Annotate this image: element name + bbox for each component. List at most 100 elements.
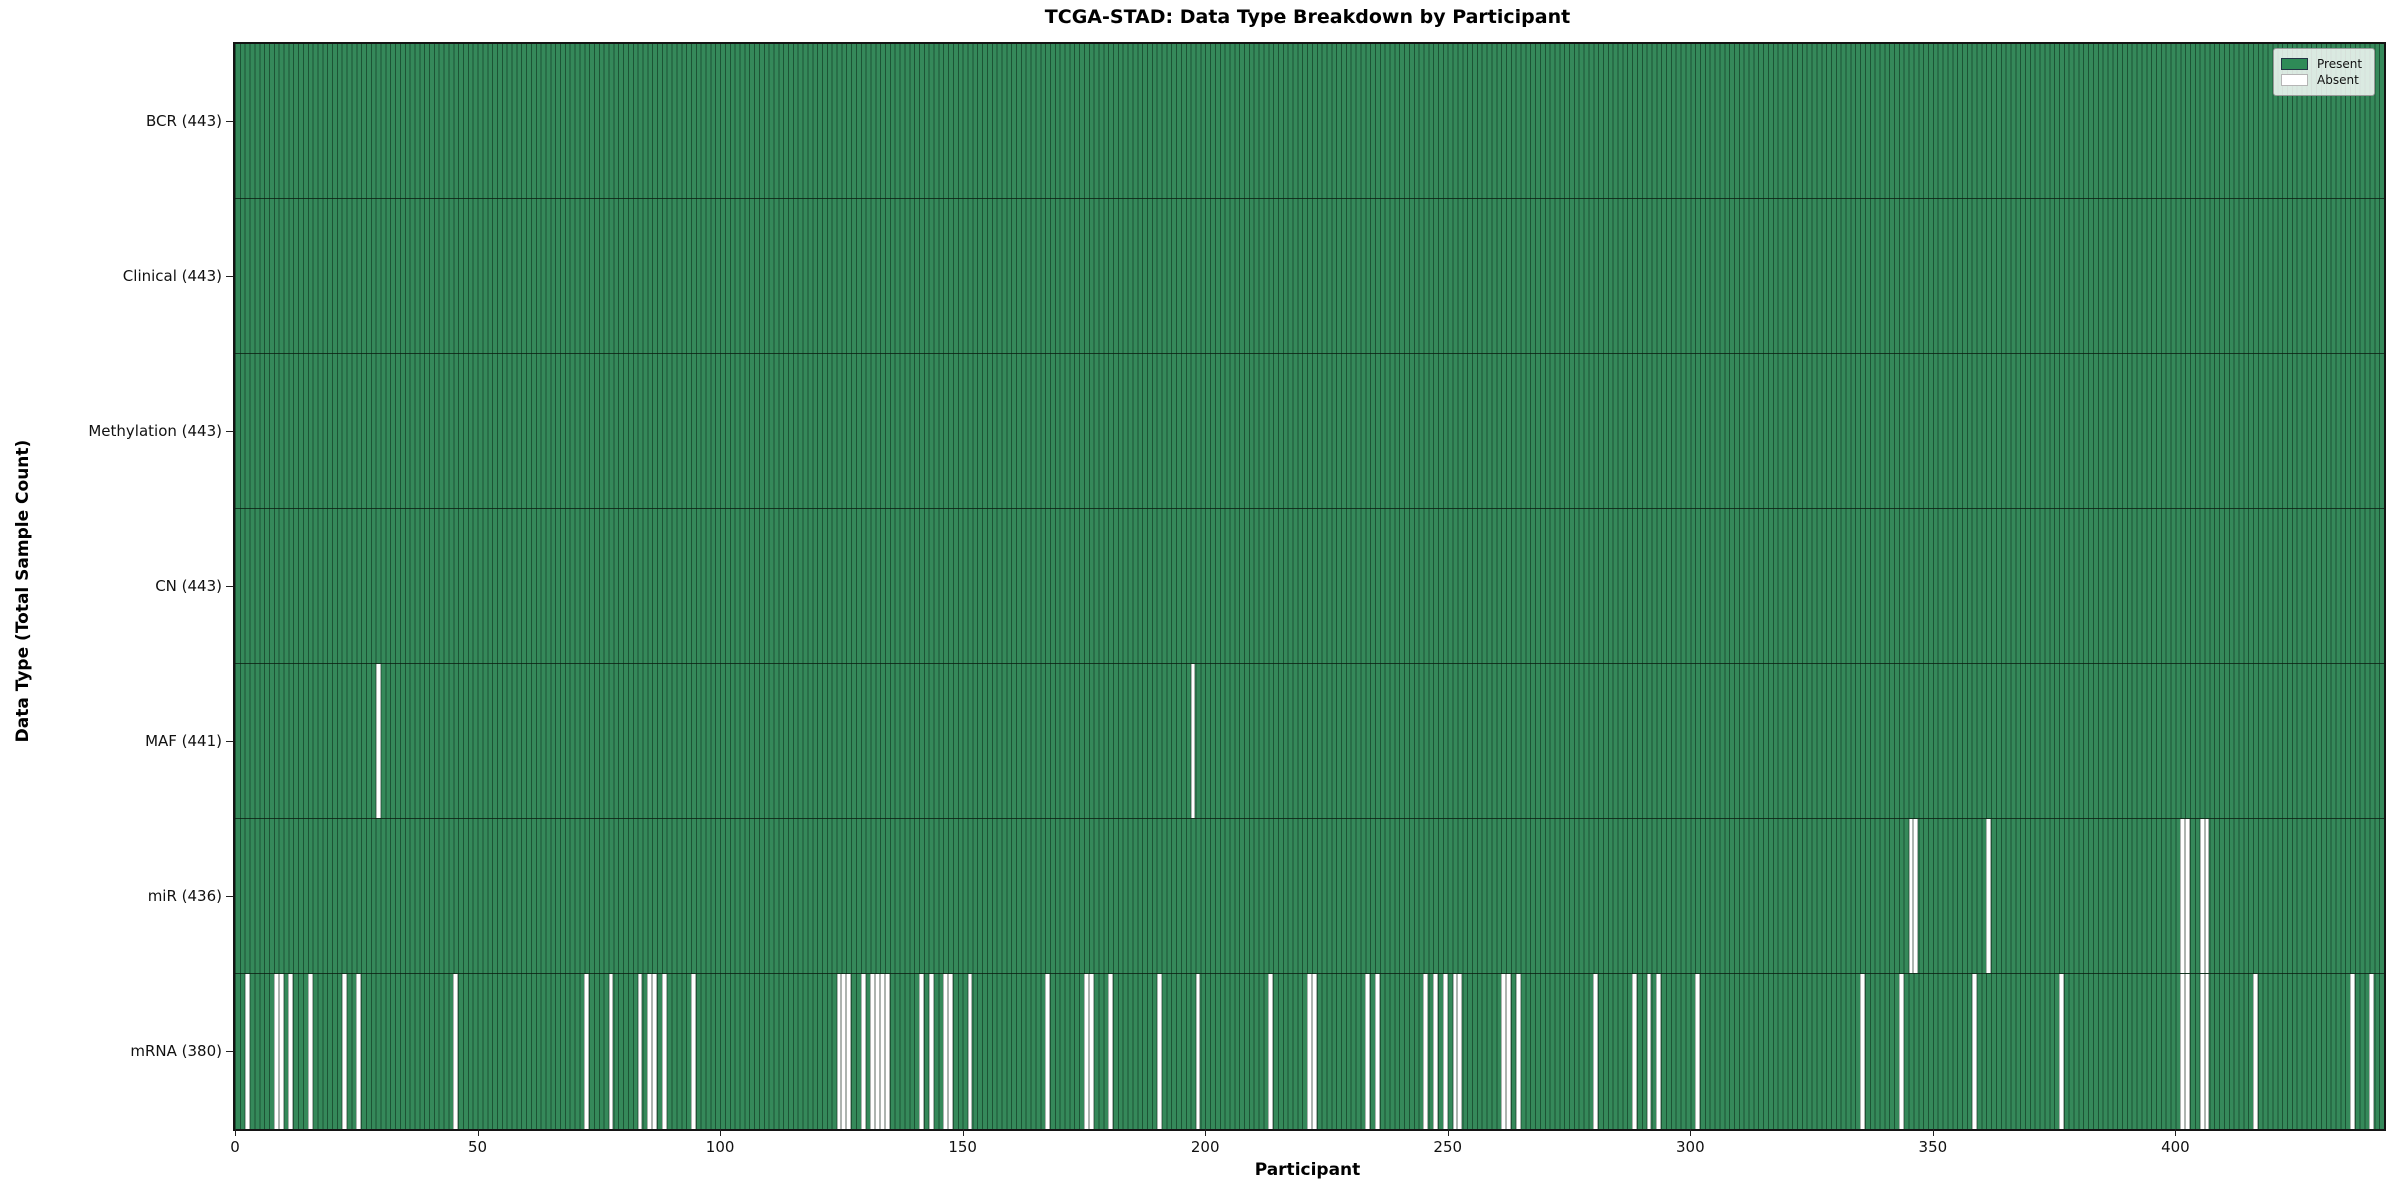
y-tick-mark [226, 120, 233, 122]
absent-stripe [1307, 974, 1312, 1129]
absent-stripe [356, 974, 362, 1129]
x-tick-mark [1690, 1129, 1692, 1136]
y-tick-mark [226, 275, 233, 277]
absent-stripe [1190, 664, 1196, 818]
absent-stripe [885, 974, 890, 1129]
x-tick-label: 200 [1190, 1138, 1220, 1156]
absent-stripe [1457, 974, 1463, 1129]
absent-stripe [453, 974, 459, 1129]
absent-stripe [1442, 974, 1448, 1129]
absent-stripe [1913, 819, 1919, 973]
absent-stripe [836, 974, 842, 1129]
absent-stripe [637, 974, 643, 1129]
absent-swatch-icon [2281, 74, 2308, 86]
x-tick-label: 100 [705, 1138, 735, 1156]
y-tick-mark [226, 430, 233, 432]
absent-stripe [608, 974, 614, 1129]
heatmap-row [235, 664, 2384, 819]
x-tick-mark [477, 1129, 479, 1136]
absent-stripe [1656, 974, 1662, 1129]
absent-stripe [2185, 974, 2190, 1129]
absent-stripe [1501, 974, 1506, 1129]
absent-stripe [875, 974, 881, 1129]
absent-stripe [1971, 974, 1977, 1129]
heatmap-row [235, 974, 2384, 1129]
absent-stripe [1433, 974, 1439, 1129]
y-tick-label: miR (436) [147, 886, 222, 905]
absent-stripe [2180, 819, 2186, 973]
heatmap-row [235, 354, 2384, 509]
legend: Present Absent [2273, 48, 2375, 96]
y-tick-mark [226, 895, 233, 897]
absent-stripe [307, 974, 313, 1129]
legend-present-label: Present [2317, 57, 2363, 71]
x-tick-mark [235, 1129, 236, 1136]
absent-stripe [1108, 974, 1114, 1129]
legend-entry-absent: Absent [2281, 73, 2366, 87]
absent-stripe [661, 974, 667, 1129]
absent-stripe [1860, 974, 1865, 1129]
absent-stripe [647, 974, 653, 1129]
legend-entry-present: Present [2281, 57, 2366, 71]
absent-stripe [1088, 974, 1094, 1129]
absent-stripe [584, 974, 590, 1129]
absent-stripe [1593, 974, 1599, 1129]
y-tick-mark [226, 1050, 233, 1052]
absent-stripe [2180, 974, 2186, 1129]
x-tick-mark [1932, 1129, 1934, 1136]
y-tick-label: MAF (441) [145, 731, 222, 750]
absent-stripe [244, 974, 250, 1129]
absent-stripe [928, 974, 934, 1129]
absent-stripe [870, 974, 876, 1129]
x-tick-label: 50 [468, 1138, 488, 1156]
heatmap-row [235, 819, 2384, 974]
absent-stripe [1505, 974, 1511, 1129]
y-tick-label: CN (443) [155, 576, 222, 595]
y-tick-label: Methylation (443) [88, 421, 222, 440]
absent-stripe [375, 664, 381, 818]
x-tick-label: 300 [1675, 1138, 1705, 1156]
absent-stripe [2253, 974, 2258, 1129]
legend-absent-label: Absent [2317, 73, 2359, 87]
absent-stripe [841, 974, 847, 1129]
x-tick-label: 350 [1918, 1138, 1948, 1156]
absent-stripe [860, 974, 866, 1129]
absent-stripe [967, 974, 973, 1129]
absent-stripe [341, 974, 347, 1129]
absent-stripe [1311, 974, 1317, 1129]
y-tick-mark [226, 585, 233, 587]
heatmap-row [235, 44, 2384, 199]
absent-stripe [1986, 819, 1992, 973]
x-tick-mark [720, 1129, 722, 1136]
heatmap-row [235, 199, 2384, 354]
absent-stripe [1083, 974, 1089, 1129]
absent-stripe [943, 974, 949, 1129]
absent-stripe [918, 974, 924, 1129]
y-tick-label: Clinical (443) [122, 266, 222, 285]
present-swatch-icon [2281, 58, 2308, 70]
y-tick-label: BCR (443) [145, 111, 222, 130]
absent-stripe [2204, 974, 2210, 1129]
absent-stripe [1632, 974, 1637, 1129]
absent-stripe [880, 974, 886, 1129]
absent-stripe [1452, 974, 1458, 1129]
chart-title: TCGA-STAD: Data Type Breakdown by Partic… [1044, 6, 1571, 28]
x-tick-mark [1205, 1129, 1207, 1136]
absent-stripe [2058, 974, 2064, 1129]
y-tick-label: mRNA (380) [130, 1041, 222, 1060]
absent-stripe [288, 974, 294, 1129]
absent-stripe [1156, 974, 1162, 1129]
y-tick-mark [226, 740, 233, 742]
absent-stripe [1365, 974, 1371, 1129]
absent-stripe [652, 974, 658, 1129]
absent-stripe [2199, 819, 2205, 973]
x-tick-mark [962, 1129, 964, 1136]
absent-stripe [278, 974, 284, 1129]
absent-stripe [948, 974, 953, 1129]
absent-stripe [1374, 974, 1380, 1129]
x-axis-title: Participant [1254, 1160, 1361, 1180]
heatmap-row [235, 509, 2384, 664]
absent-stripe [1195, 974, 1201, 1129]
absent-stripe [846, 974, 852, 1129]
